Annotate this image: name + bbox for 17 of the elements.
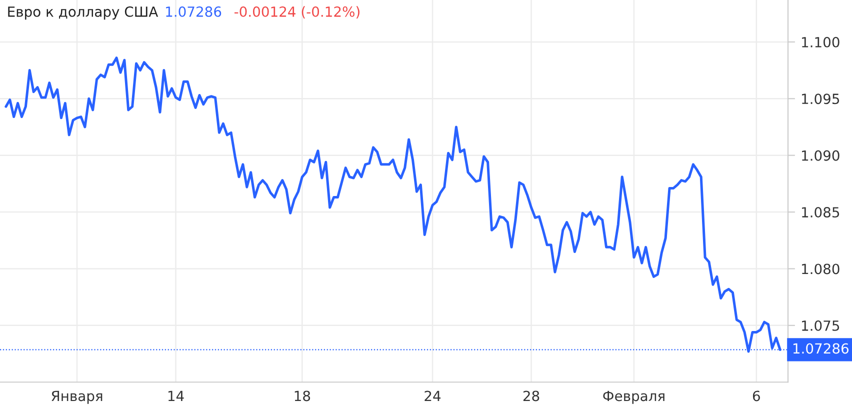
x-tick-label: Января [52,390,102,404]
y-tick-label: 1.100 [802,36,840,48]
annotation: 1.07286 [166,6,222,17]
chart-title: Евро к доллару США [8,6,158,20]
ref-line-label: 1.07286 [793,343,848,354]
annotation: -0.00124 (-0.12%) [234,6,360,19]
y-tick-label: 1.095 [802,94,840,104]
x-tick-label: Февраля [603,390,664,404]
y-tick-label: 1.080 [802,264,840,274]
x-tick-label: 28 [523,390,540,402]
x-tick-label: 24 [424,390,441,402]
y-tick-label: 1.075 [802,320,840,331]
x-tick-label: 14 [168,390,184,402]
x-tick-label: 18 [294,390,310,402]
y-tick-label: 1.090 [802,150,840,161]
y-tick-label: 1.085 [802,207,840,218]
x-tick-label: 6 [752,390,760,402]
